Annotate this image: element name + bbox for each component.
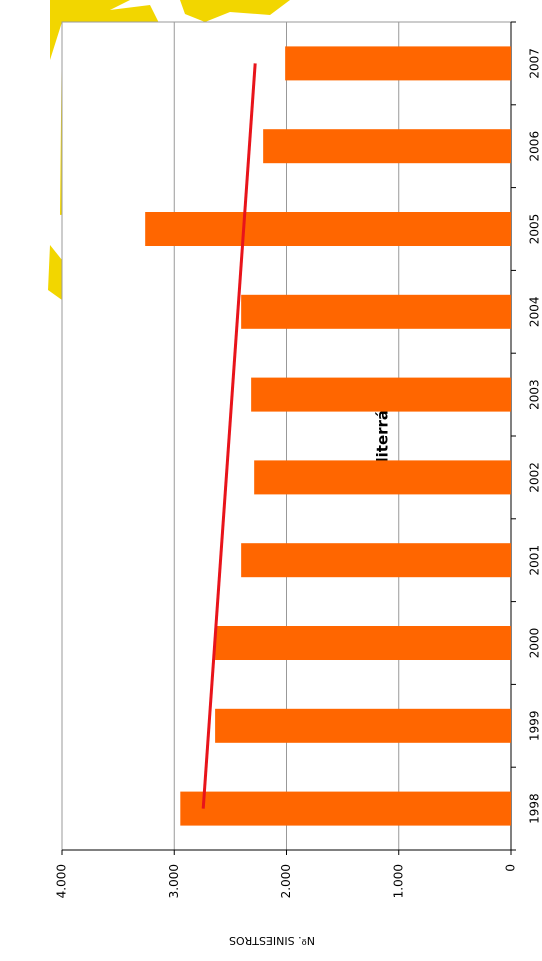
x-tick-label: 1999: [528, 711, 542, 742]
bar: [263, 129, 511, 164]
y-tick-label: 1.000: [391, 864, 405, 898]
x-tick-label: 1998: [528, 793, 542, 824]
bar: [241, 543, 511, 578]
x-tick-label: 2002: [528, 462, 542, 493]
axis-label: Nº. SINIESTROS: [229, 934, 315, 947]
y-tick-label: 2.000: [279, 864, 293, 898]
trend-line: [201, 63, 257, 809]
bar: [215, 708, 511, 743]
decoration: [180, 0, 290, 22]
y-tick-label: 3.000: [167, 864, 181, 898]
bar: [145, 212, 511, 246]
bar: [254, 460, 511, 495]
bar: [285, 46, 511, 81]
bar: [215, 626, 511, 660]
bar: [180, 791, 511, 826]
y-tick-label: 0: [504, 864, 518, 872]
x-tick-label: 2007: [528, 48, 542, 79]
x-tick-label: 2000: [528, 628, 542, 659]
x-tick-label: 2005: [528, 214, 542, 245]
x-tick-label: 2006: [528, 131, 542, 162]
decoration: [48, 245, 62, 300]
y-tick-label: 4.000: [55, 864, 69, 898]
x-tick-label: 2003: [528, 379, 542, 410]
bar: [241, 294, 511, 329]
x-tick-label: 2001: [528, 545, 542, 576]
bar: [251, 377, 512, 412]
x-tick-label: 2004: [528, 297, 542, 328]
